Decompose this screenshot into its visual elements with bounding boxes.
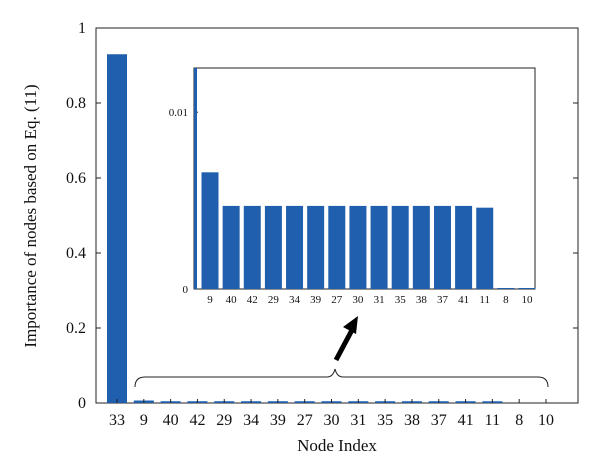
inset-bar-41: [455, 205, 473, 289]
main-y-ticks: 0 0.2 0.4 0.6 0.8 1: [66, 20, 578, 412]
y-axis-title: Importance of nodes based on Eq. (11): [21, 84, 40, 347]
inset-x-tick-label: 37: [437, 294, 449, 306]
inset-bar-11: [476, 207, 494, 289]
inset-bar-30: [349, 205, 367, 289]
inset-x-tick-label: 38: [416, 294, 428, 306]
inset-bar-38: [412, 205, 430, 289]
inset-bar-9: [201, 172, 219, 289]
inset-x-tick-label: 11: [479, 294, 490, 306]
inset-x-tick-label: 35: [395, 294, 407, 306]
inset-x-tick-label: 8: [503, 294, 509, 306]
inset-bar-35: [391, 205, 409, 289]
inset-x-tick-label: 42: [247, 294, 258, 306]
main-bar-33: [107, 54, 127, 403]
main-x-tick-label: 31: [350, 412, 366, 429]
main-y-tick-label: 0.4: [66, 245, 86, 262]
inset-bar-10: [518, 288, 536, 289]
inset-bar-31: [370, 205, 388, 289]
main-y-tick-label: 1: [78, 20, 86, 37]
main-x-tick-label: 41: [458, 412, 474, 429]
inset-bar-39: [307, 205, 325, 289]
main-x-tick-label: 37: [431, 412, 447, 429]
main-x-tick-label: 34: [243, 412, 259, 429]
main-y-tick-label: 0.2: [66, 320, 86, 337]
inset-y-tick-label: 0.01: [169, 107, 188, 119]
main-x-tick-label: 27: [297, 412, 313, 429]
main-y-tick-label: 0.6: [66, 170, 86, 187]
inset-x-tick-label: 41: [458, 294, 469, 306]
inset-x-tick-label: 34: [289, 294, 301, 306]
inset-bar-29: [264, 205, 282, 289]
main-x-tick-label: 42: [189, 412, 205, 429]
inset-x-tick-label: 40: [226, 294, 238, 306]
inset-bar-34: [286, 205, 304, 289]
arrow-shaft: [333, 328, 355, 362]
inset-bars: [201, 172, 536, 289]
main-y-tick-label: 0: [78, 395, 86, 412]
main-x-tick-label: 33: [109, 412, 125, 429]
inset-x-tick-labels: 9 40 42 29 34 39 27 30 31 35 38 37 41 11 8 10: [207, 294, 533, 306]
main-x-tick-label: 10: [538, 412, 554, 429]
main-y-tick-label: 0.8: [66, 95, 86, 112]
inset-bar-40: [222, 205, 240, 289]
inset-x-tick-label: 9: [207, 294, 213, 306]
inset-bar-27: [328, 205, 346, 289]
main-x-tick-label: 35: [377, 412, 393, 429]
x-axis-title: Node Index: [297, 436, 377, 455]
inset-y-tick-label: 0: [183, 284, 189, 296]
main-x-tick-label: 29: [216, 412, 232, 429]
main-x-tick-label: 8: [515, 412, 523, 429]
inset-x-tick-label: 29: [268, 294, 280, 306]
inset-bar-42: [243, 205, 261, 289]
inset-bar-37: [433, 205, 451, 289]
main-x-tick-label: 40: [163, 412, 179, 429]
inset-x-tick-label: 31: [374, 294, 385, 306]
inset-x-tick-label: 10: [522, 294, 534, 306]
main-x-tick-label: 30: [324, 412, 340, 429]
main-x-tick-label: 9: [140, 412, 148, 429]
inset-x-tick-label: 27: [331, 294, 343, 306]
inset-bar-8: [497, 288, 515, 289]
brace: [134, 368, 549, 388]
inset-x-tick-label: 30: [352, 294, 364, 306]
main-x-tick-label: 38: [404, 412, 420, 429]
main-x-tick-labels: 33 9 40 42 29 34 39 27 30 31 35 38 37 41 11 8 10: [109, 399, 554, 429]
inset-y-ticks: 00.01: [169, 68, 198, 296]
main-x-tick-label: 11: [485, 412, 500, 429]
inset-x-tick-label: 39: [310, 294, 322, 306]
arrow-head: [343, 316, 358, 334]
inset-bar-33-clipped: [194, 68, 197, 289]
main-x-tick-label: 39: [270, 412, 286, 429]
